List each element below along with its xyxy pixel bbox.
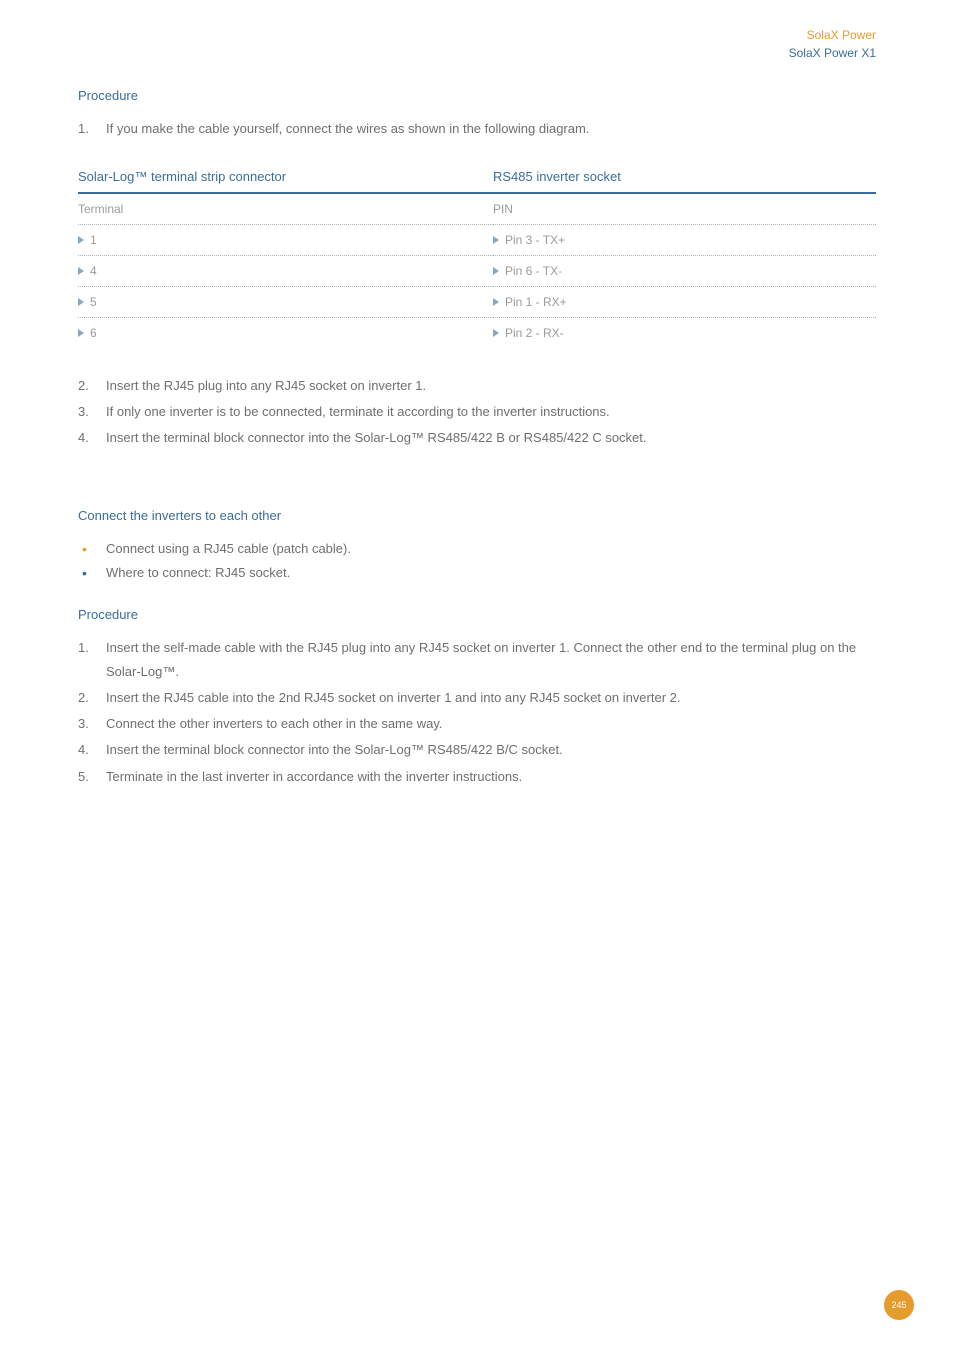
procedure-2-heading: Procedure [78, 607, 876, 622]
page-content: Procedure If you make the cable yourself… [0, 0, 954, 789]
table-head-right: RS485 inverter socket [493, 163, 876, 193]
pin-mapping-table: Solar-Log™ terminal strip connector RS48… [78, 163, 876, 348]
triangle-icon [493, 236, 499, 244]
terminal-cell: 4 [78, 256, 493, 287]
triangle-icon [78, 298, 84, 306]
pin-cell: Pin 2 - RX- [493, 318, 876, 349]
table-row: 1Pin 3 - TX+ [78, 225, 876, 256]
procedure-1-step-3: If only one inverter is to be connected,… [78, 400, 876, 424]
terminal-cell: 6 [78, 318, 493, 349]
triangle-icon [493, 298, 499, 306]
page-number-badge: 245 [884, 1290, 914, 1320]
connect-bullet-2: Where to connect: RJ45 socket. [78, 561, 876, 585]
procedure-2-step-1: Insert the self-made cable with the RJ45… [78, 636, 876, 684]
procedure-2-step-3: Connect the other inverters to each othe… [78, 712, 876, 736]
procedure-1-step-2: Insert the RJ45 plug into any RJ45 socke… [78, 374, 876, 398]
procedure-1-heading: Procedure [78, 88, 876, 103]
pin-cell: Pin 3 - TX+ [493, 225, 876, 256]
triangle-icon [78, 329, 84, 337]
triangle-icon [78, 236, 84, 244]
table-row: 4Pin 6 - TX- [78, 256, 876, 287]
page-header: SolaX Power SolaX Power X1 [789, 26, 876, 62]
procedure-1-step-4: Insert the terminal block connector into… [78, 426, 876, 450]
pin-cell: Pin 1 - RX+ [493, 287, 876, 318]
triangle-icon [493, 267, 499, 275]
procedure-2-step-2: Insert the RJ45 cable into the 2nd RJ45 … [78, 686, 876, 710]
triangle-icon [493, 329, 499, 337]
procedure-1-list: If you make the cable yourself, connect … [78, 117, 876, 141]
procedure-1-step-1: If you make the cable yourself, connect … [78, 117, 876, 141]
procedure-2-step-5: Terminate in the last inverter in accord… [78, 765, 876, 789]
connect-bullet-1: Connect using a RJ45 cable (patch cable)… [78, 537, 876, 561]
pin-cell: Pin 6 - TX- [493, 256, 876, 287]
terminal-cell: 5 [78, 287, 493, 318]
triangle-icon [78, 267, 84, 275]
table-head-left: Solar-Log™ terminal strip connector [78, 163, 493, 193]
header-line-1: SolaX Power [789, 26, 876, 44]
table-row: 6Pin 2 - RX- [78, 318, 876, 349]
table-header-row: Solar-Log™ terminal strip connector RS48… [78, 163, 876, 193]
table-subhead-left: Terminal [78, 193, 493, 225]
procedure-2-step-4: Insert the terminal block connector into… [78, 738, 876, 762]
header-line-2: SolaX Power X1 [789, 44, 876, 62]
procedure-2-list: Insert the self-made cable with the RJ45… [78, 636, 876, 788]
connect-heading: Connect the inverters to each other [78, 508, 876, 523]
procedure-1-list-cont: Insert the RJ45 plug into any RJ45 socke… [78, 374, 876, 450]
table-row: 5Pin 1 - RX+ [78, 287, 876, 318]
table-subhead-row: Terminal PIN [78, 193, 876, 225]
page-number: 245 [891, 1300, 906, 1310]
table-subhead-right: PIN [493, 193, 876, 225]
connect-bullets: Connect using a RJ45 cable (patch cable)… [78, 537, 876, 585]
terminal-cell: 1 [78, 225, 493, 256]
